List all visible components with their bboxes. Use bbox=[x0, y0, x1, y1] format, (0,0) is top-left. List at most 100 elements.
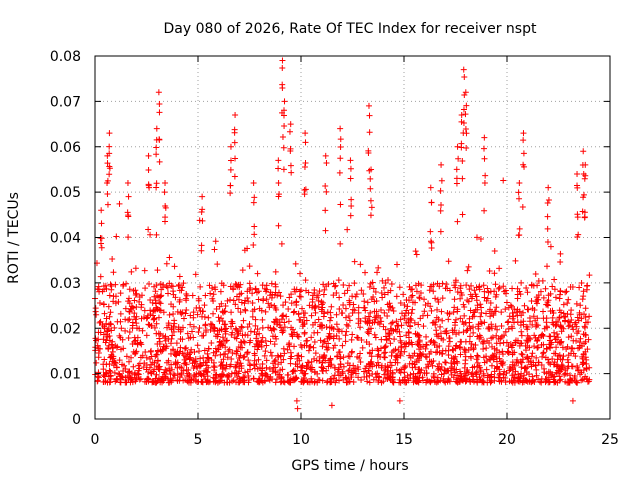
data-point bbox=[190, 314, 197, 321]
data-point bbox=[459, 318, 466, 325]
data-point bbox=[512, 339, 519, 346]
x-tick-label: 5 bbox=[194, 432, 203, 448]
data-point bbox=[251, 194, 258, 201]
data-point bbox=[224, 354, 231, 361]
data-point bbox=[132, 378, 139, 385]
data-point bbox=[207, 290, 214, 297]
data-point bbox=[103, 331, 110, 338]
data-point bbox=[227, 296, 234, 303]
data-point bbox=[263, 342, 270, 349]
data-point bbox=[251, 357, 258, 364]
data-point bbox=[227, 166, 234, 173]
data-point bbox=[131, 334, 138, 341]
data-point bbox=[352, 370, 359, 377]
data-point bbox=[457, 344, 464, 351]
data-point bbox=[424, 376, 431, 383]
data-point bbox=[529, 321, 536, 328]
data-point bbox=[249, 308, 256, 315]
data-point bbox=[439, 280, 446, 287]
data-point bbox=[145, 375, 152, 382]
data-point bbox=[367, 185, 374, 192]
data-point bbox=[547, 243, 554, 250]
data-point bbox=[545, 374, 552, 381]
data-point bbox=[270, 325, 277, 332]
data-point bbox=[238, 365, 245, 372]
data-point bbox=[397, 300, 404, 307]
data-point bbox=[255, 296, 262, 303]
data-point bbox=[158, 286, 165, 293]
data-point bbox=[568, 317, 575, 324]
data-point bbox=[165, 290, 172, 297]
data-point bbox=[306, 343, 313, 350]
data-point bbox=[582, 314, 589, 321]
data-point bbox=[101, 325, 108, 332]
data-point bbox=[480, 282, 487, 289]
data-point bbox=[239, 324, 246, 331]
data-point bbox=[311, 369, 318, 376]
data-point bbox=[186, 355, 193, 362]
data-point bbox=[354, 353, 361, 360]
data-point bbox=[418, 282, 425, 289]
data-point bbox=[251, 352, 258, 359]
data-point bbox=[374, 353, 381, 360]
data-point bbox=[389, 379, 396, 386]
data-point bbox=[388, 352, 395, 359]
data-point bbox=[547, 369, 554, 376]
data-point bbox=[560, 310, 567, 317]
data-point bbox=[559, 362, 566, 369]
data-point bbox=[275, 179, 282, 186]
data-point bbox=[498, 309, 505, 316]
data-point bbox=[261, 378, 268, 385]
data-point bbox=[478, 309, 485, 316]
data-point bbox=[182, 344, 189, 351]
data-point bbox=[453, 175, 460, 182]
data-point bbox=[200, 354, 207, 361]
data-point bbox=[436, 360, 443, 367]
data-point bbox=[381, 291, 388, 298]
data-point bbox=[337, 201, 344, 208]
data-point bbox=[235, 296, 242, 303]
data-point bbox=[232, 364, 239, 371]
data-point bbox=[404, 303, 411, 310]
data-point bbox=[227, 157, 234, 164]
data-point bbox=[136, 298, 143, 305]
data-point bbox=[417, 315, 424, 322]
data-point bbox=[535, 359, 542, 366]
data-point bbox=[277, 352, 284, 359]
data-point bbox=[403, 297, 410, 304]
data-point bbox=[239, 344, 246, 351]
data-point bbox=[198, 208, 205, 215]
data-point bbox=[409, 299, 416, 306]
data-point bbox=[166, 365, 173, 372]
data-point bbox=[333, 311, 340, 318]
data-point bbox=[349, 348, 356, 355]
data-point bbox=[464, 366, 471, 373]
data-point bbox=[281, 98, 288, 105]
data-point bbox=[333, 376, 340, 383]
data-point bbox=[258, 338, 265, 345]
data-point bbox=[290, 309, 297, 316]
grid-lines bbox=[95, 56, 610, 419]
data-point bbox=[514, 285, 521, 292]
data-point bbox=[529, 350, 536, 357]
data-point bbox=[382, 333, 389, 340]
data-point bbox=[500, 177, 507, 184]
data-point bbox=[544, 213, 551, 220]
data-point bbox=[106, 337, 113, 344]
data-point bbox=[145, 321, 152, 328]
data-point bbox=[363, 363, 370, 370]
data-point bbox=[207, 320, 214, 327]
data-point bbox=[299, 305, 306, 312]
data-point bbox=[322, 207, 329, 214]
data-point bbox=[345, 313, 352, 320]
data-point bbox=[342, 305, 349, 312]
data-point bbox=[182, 353, 189, 360]
data-point bbox=[153, 180, 160, 187]
data-point bbox=[394, 322, 401, 329]
data-point bbox=[163, 343, 170, 350]
data-point bbox=[156, 338, 163, 345]
data-point bbox=[458, 376, 465, 383]
data-point bbox=[170, 328, 177, 335]
data-point bbox=[310, 344, 317, 351]
